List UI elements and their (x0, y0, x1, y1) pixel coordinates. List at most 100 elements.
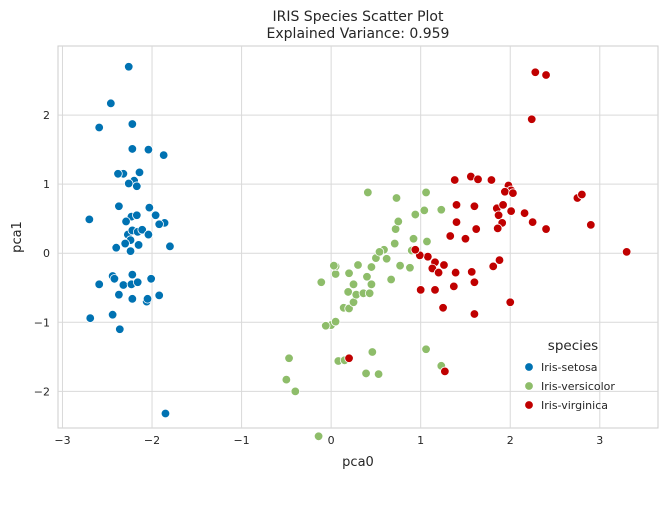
data-point (374, 247, 385, 257)
data-point (94, 122, 104, 133)
x-tick-labels: −3 −2 −1 0 1 2 3 (54, 434, 603, 447)
data-point (451, 217, 462, 227)
data-point (133, 240, 144, 250)
data-point (577, 189, 587, 200)
data-point (471, 224, 481, 234)
legend-title: species (548, 338, 598, 354)
data-point (127, 144, 138, 154)
data-point (281, 374, 292, 385)
data-point (143, 144, 154, 155)
data-point (118, 280, 129, 290)
data-point (408, 234, 419, 244)
data-point (366, 262, 377, 272)
legend-label: Iris-versicolor (541, 380, 615, 393)
data-point (363, 187, 373, 198)
data-point (450, 267, 461, 278)
data-point (395, 260, 405, 271)
data-point (125, 246, 136, 256)
y-axis-label: pca1 (10, 221, 25, 253)
legend-marker (524, 362, 534, 372)
x-tick-label: −3 (54, 434, 70, 447)
data-point (137, 225, 147, 235)
data-point (329, 260, 339, 271)
data-point (150, 210, 161, 220)
data-point (330, 316, 341, 327)
data-point (621, 247, 632, 257)
chart-subtitle: Explained Variance: 0.959 (267, 26, 450, 42)
x-tick-label: 1 (417, 434, 424, 447)
x-tick-label: 0 (328, 434, 335, 447)
data-point (114, 289, 124, 300)
data-point (146, 274, 156, 284)
data-point (469, 309, 480, 319)
data-point (439, 260, 449, 270)
y-tick-labels: −2 −1 0 1 2 (34, 109, 50, 398)
data-point (486, 175, 497, 185)
plot-area (57, 45, 659, 429)
data-point (519, 208, 530, 218)
data-point (488, 261, 498, 272)
chart-title: IRIS Species Scatter Plot (272, 9, 444, 25)
data-point (134, 167, 145, 178)
y-tick-label: 1 (43, 178, 50, 191)
data-point (127, 119, 138, 129)
data-point (143, 229, 154, 240)
x-tick-label: 3 (596, 434, 603, 447)
data-point (373, 369, 384, 379)
data-point (321, 321, 331, 331)
data-point (421, 344, 431, 354)
data-point (94, 279, 104, 290)
data-point (132, 210, 142, 220)
data-point (348, 279, 359, 290)
data-point (158, 150, 169, 160)
data-point (109, 274, 120, 284)
data-point (541, 224, 551, 234)
data-point (290, 386, 301, 397)
data-point (364, 288, 375, 298)
data-point (127, 269, 138, 280)
y-tick-label: 2 (43, 109, 50, 122)
data-point (390, 238, 400, 249)
data-point (154, 290, 164, 301)
data-point (449, 281, 459, 292)
data-point (415, 285, 426, 295)
data-point (493, 210, 504, 220)
data-point (144, 202, 155, 213)
data-point (473, 174, 483, 185)
data-point (438, 303, 448, 313)
data-point (500, 187, 510, 197)
data-point (436, 205, 446, 215)
data-point (133, 277, 143, 287)
data-point (494, 255, 505, 265)
data-point (530, 67, 541, 77)
data-point (393, 216, 403, 227)
data-point (422, 236, 432, 247)
y-tick-label: 0 (43, 247, 50, 260)
data-points (84, 62, 632, 441)
data-point (410, 209, 421, 220)
data-point (124, 62, 134, 72)
data-point (586, 220, 596, 230)
data-point (124, 178, 134, 189)
data-point (506, 206, 516, 216)
data-point (467, 267, 477, 277)
data-point (386, 274, 396, 285)
data-point (362, 272, 372, 282)
data-point (493, 223, 503, 234)
legend-marker (524, 400, 534, 410)
data-point (313, 431, 324, 441)
data-point (440, 366, 450, 377)
data-point (106, 98, 116, 109)
data-point (120, 238, 130, 249)
data-point (381, 254, 392, 264)
data-point (508, 188, 518, 198)
data-point (433, 267, 444, 278)
data-point (344, 268, 354, 278)
data-point (115, 324, 125, 334)
data-point (107, 310, 118, 320)
legend-label: Iris-setosa (541, 361, 598, 374)
data-point (405, 263, 415, 273)
data-point (160, 408, 171, 419)
data-point (132, 181, 142, 191)
